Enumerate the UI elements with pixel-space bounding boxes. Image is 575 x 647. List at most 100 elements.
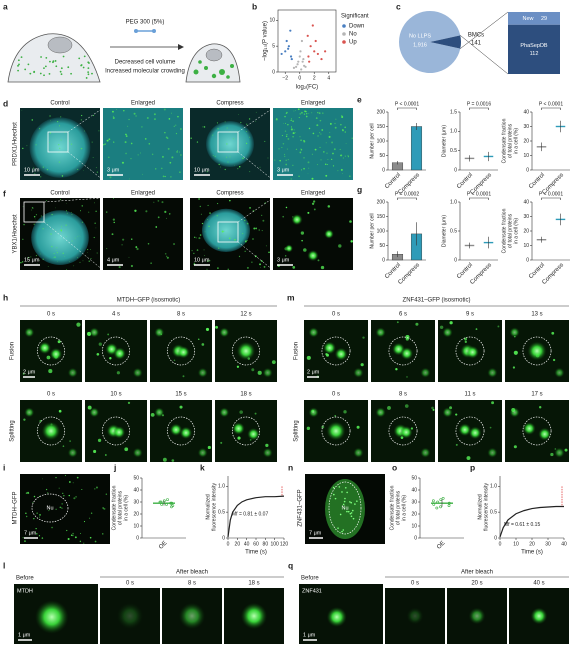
puncta <box>262 219 265 222</box>
puncta <box>341 530 343 533</box>
puncta <box>111 233 114 236</box>
puncta <box>305 113 308 115</box>
x-tick-label: −2 <box>282 75 288 81</box>
zoom-box <box>47 131 69 153</box>
roi <box>37 336 65 366</box>
puncta <box>254 412 257 415</box>
puncta <box>267 157 269 159</box>
condensate-dot <box>80 64 83 67</box>
point <box>284 50 287 53</box>
puncta <box>50 120 51 122</box>
condensate <box>154 407 165 418</box>
condensate <box>554 367 565 378</box>
puncta <box>249 206 251 209</box>
x-axis-label: Time (s) <box>521 550 543 556</box>
puncta <box>63 256 65 257</box>
scale-bar-label: 1 μm <box>18 632 31 638</box>
puncta <box>153 201 155 203</box>
zoom-box <box>23 201 45 223</box>
condensate-dot <box>82 66 85 69</box>
puncta <box>59 506 61 509</box>
peg-end <box>134 29 138 33</box>
puncta <box>61 175 64 177</box>
puncta <box>303 157 305 159</box>
puncta <box>284 130 287 132</box>
point <box>313 50 316 53</box>
y-tick-label: 200 <box>377 199 386 205</box>
puncta <box>294 110 296 111</box>
puncta <box>145 210 148 213</box>
condensate <box>522 422 536 435</box>
condensate <box>442 327 453 338</box>
point <box>308 60 311 63</box>
condensate-dot <box>226 75 230 79</box>
puncta <box>227 268 229 270</box>
puncta <box>38 535 41 537</box>
cell-nucleus <box>31 210 89 265</box>
puncta <box>342 157 344 159</box>
y-axis-label: of total proteins <box>507 213 513 248</box>
puncta <box>332 486 335 489</box>
puncta <box>93 114 95 117</box>
puncta <box>69 140 71 142</box>
puncta <box>237 168 239 170</box>
puncta <box>311 112 313 114</box>
puncta <box>193 262 195 264</box>
y-axis-label: in a cell (%) <box>401 495 407 521</box>
puncta <box>27 492 30 494</box>
puncta <box>513 445 517 449</box>
panel-label: m <box>287 292 295 302</box>
puncta <box>268 251 270 254</box>
puncta <box>83 542 85 544</box>
puncta <box>324 163 327 166</box>
puncta <box>56 250 57 251</box>
puncta <box>148 143 151 145</box>
puncta <box>206 268 208 270</box>
puncta <box>314 148 317 151</box>
puncta <box>104 143 106 145</box>
legend-title: Significant <box>341 14 369 20</box>
puncta <box>73 497 76 500</box>
condensate <box>178 602 206 630</box>
point <box>298 55 301 58</box>
condensate <box>49 347 63 361</box>
puncta <box>242 233 244 235</box>
puncta <box>180 128 182 130</box>
puncta <box>315 117 318 120</box>
puncta <box>240 121 242 124</box>
bar <box>410 126 423 171</box>
x-tick-label: 60 <box>253 541 259 547</box>
puncta <box>217 267 219 269</box>
puncta <box>253 227 256 230</box>
puncta <box>308 167 310 169</box>
condensate <box>400 347 414 360</box>
puncta <box>60 139 62 141</box>
puncta <box>98 130 100 132</box>
puncta <box>550 452 554 457</box>
puncta <box>238 114 239 115</box>
puncta <box>497 325 500 328</box>
puncta <box>89 536 92 539</box>
puncta <box>164 253 167 255</box>
puncta <box>128 118 130 121</box>
puncta <box>56 121 59 123</box>
puncta <box>300 111 303 114</box>
puncta <box>196 249 199 251</box>
condensate <box>67 367 78 378</box>
puncta <box>157 216 160 219</box>
condensate-dot <box>198 60 202 64</box>
puncta <box>95 227 97 229</box>
point <box>290 57 293 61</box>
puncta <box>285 159 287 161</box>
puncta <box>216 151 218 153</box>
peg-end <box>152 29 156 33</box>
condensate-dot <box>24 68 27 71</box>
y-axis-label: in a cell (%) <box>123 495 129 521</box>
condensate <box>399 425 413 439</box>
puncta <box>327 205 331 208</box>
puncta <box>326 164 328 166</box>
puncta <box>356 425 360 429</box>
point <box>300 68 303 71</box>
puncta <box>244 240 247 243</box>
bar-segment <box>508 12 560 25</box>
